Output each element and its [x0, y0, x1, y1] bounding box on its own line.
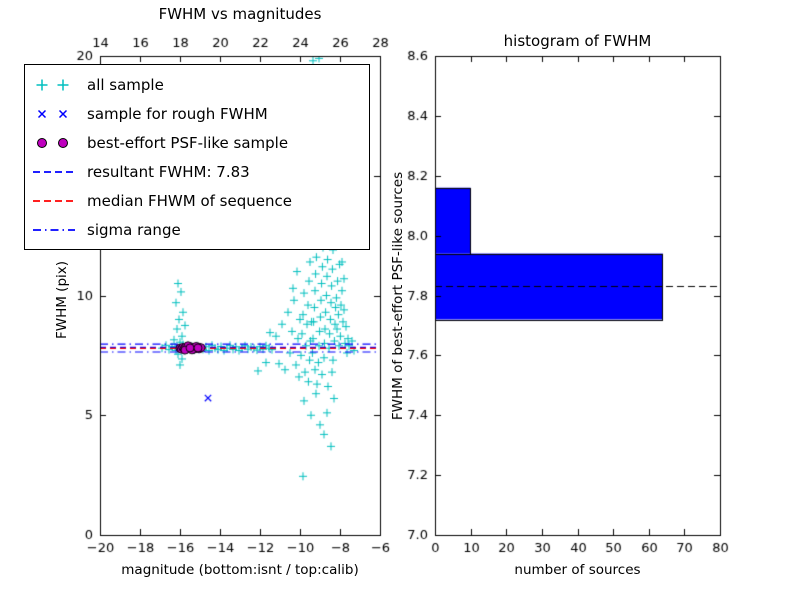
legend-item-label: median FHWM of sequence [87, 191, 292, 210]
plus-marker-icon [31, 76, 77, 94]
legend-item-label: all sample [87, 75, 164, 94]
legend-item: best-effort PSF-like sample [31, 128, 363, 157]
right-plot-ylabel: FWHM of best-effort PSF-like sources [390, 171, 406, 421]
legend-item: sigma range [31, 215, 363, 244]
circle-marker-icon [31, 134, 77, 152]
legend-item: all sample [31, 70, 363, 99]
legend-item-label: sample for rough FWHM [87, 104, 268, 123]
left-plot-title: FWHM vs magnitudes [158, 5, 322, 23]
legend: all sample sample for rough FWHM best-effo… [24, 64, 370, 250]
right-plot-title: histogram of FWHM [503, 32, 652, 50]
legend-item: resultant FWHM: 7.83 [31, 157, 363, 186]
legend-item-label: sigma range [87, 220, 181, 239]
left-plot-ylabel: FWHM (pix) [54, 260, 70, 340]
left-plot-xlabel: magnitude (bottom:isnt / top:calib) [121, 562, 359, 578]
legend-item: sample for rough FWHM [31, 99, 363, 128]
legend-item: median FHWM of sequence [31, 186, 363, 215]
legend-item-label: best-effort PSF-like sample [87, 133, 289, 152]
right-plot-xlabel: number of sources [514, 562, 641, 578]
dashdot-marker-icon [31, 221, 77, 239]
legend-item-label: resultant FWHM: 7.83 [87, 162, 250, 181]
dashed-marker-icon [31, 163, 77, 181]
x-marker-icon [31, 105, 77, 123]
dashed-marker-icon [31, 192, 77, 210]
